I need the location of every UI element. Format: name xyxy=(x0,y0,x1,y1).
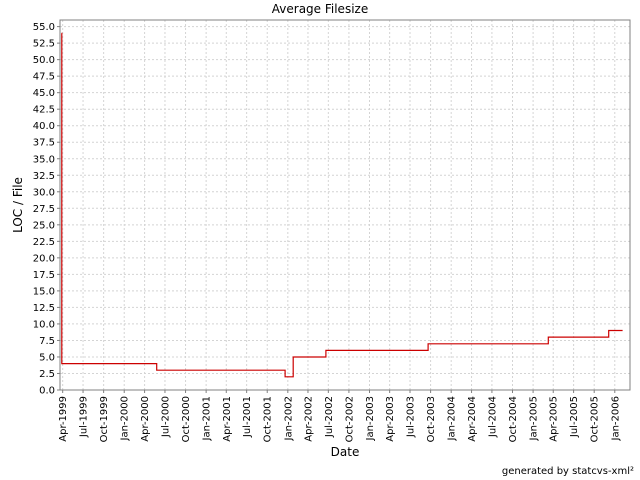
y-tick-label: 42.5 xyxy=(33,105,55,116)
y-tick-label: 5.0 xyxy=(39,352,55,363)
y-tick-label: 55.0 xyxy=(33,22,55,33)
x-tick-label: Jan-2005 xyxy=(529,396,540,441)
y-tick-label: 37.5 xyxy=(33,138,55,149)
x-tick-label: Jan-2004 xyxy=(447,396,458,441)
y-tick-label: 30.0 xyxy=(33,187,55,198)
x-tick-label: Jul-2002 xyxy=(324,396,335,438)
x-tick-label: Jul-2005 xyxy=(569,396,580,438)
x-tick-label: Oct-2001 xyxy=(263,396,274,442)
x-tick-label: Jul-2003 xyxy=(406,396,417,438)
y-tick-label: 40.0 xyxy=(33,121,55,132)
x-axis: Apr-1999 Jul-1999 Oct-1999 Jan-2000 Apr-2000… xyxy=(58,390,621,442)
y-tick-label: 15.0 xyxy=(33,286,55,297)
x-tick-label: Jul-2004 xyxy=(487,396,498,438)
y-tick-label: 10.0 xyxy=(33,319,55,330)
x-tick-label: Apr-2000 xyxy=(140,396,151,442)
y-tick-label: 20.0 xyxy=(33,253,55,264)
y-tick-label: 32.5 xyxy=(33,171,55,182)
y-tick-label: 47.5 xyxy=(33,72,55,83)
x-tick-label: Jul-1999 xyxy=(79,396,90,438)
plot-frame xyxy=(59,19,631,391)
y-axis-label: LOC / File xyxy=(11,177,25,233)
y-tick-label: 0.0 xyxy=(39,386,55,397)
series-line xyxy=(61,32,623,378)
y-tick-label: 12.5 xyxy=(33,303,55,314)
x-tick-label: Jul-2001 xyxy=(242,396,253,438)
x-tick-label: Apr-2002 xyxy=(303,396,314,442)
x-tick-label: Oct-2005 xyxy=(590,396,601,442)
y-tick-label: 52.5 xyxy=(33,39,55,50)
y-tick-label: 25.0 xyxy=(33,220,55,231)
x-axis-label: Date xyxy=(331,445,360,459)
footer-credit: generated by statcvs-xml² xyxy=(501,466,634,477)
y-tick-label: 22.5 xyxy=(33,237,55,248)
x-tick-label: Apr-2003 xyxy=(385,396,396,442)
x-tick-label: Jan-2001 xyxy=(202,396,213,441)
y-tick-label: 50.0 xyxy=(33,55,55,66)
chart-title: Average Filesize xyxy=(272,2,368,16)
y-axis: 0.0 2.5 5.0 7.5 10.0 12.5 15.0 17.5 20.0 22.5 25.0… xyxy=(33,22,60,397)
x-tick-label: Oct-2004 xyxy=(508,396,519,442)
x-tick-label: Jan-2006 xyxy=(610,396,621,441)
series-group xyxy=(61,32,623,378)
x-tick-label: Jan-2003 xyxy=(365,396,376,441)
x-tick-label: Jan-2000 xyxy=(120,396,131,441)
x-tick-label: Apr-2004 xyxy=(467,396,478,442)
x-tick-label: Jul-2000 xyxy=(160,396,171,438)
x-tick-label: Jan-2002 xyxy=(283,396,294,441)
x-tick-label: Apr-2005 xyxy=(549,396,560,442)
y-tick-label: 27.5 xyxy=(33,204,55,215)
y-tick-label: 35.0 xyxy=(33,154,55,165)
x-tick-label: Apr-1999 xyxy=(58,396,69,442)
x-tick-label: Oct-2002 xyxy=(344,396,355,442)
y-tick-label: 17.5 xyxy=(33,270,55,281)
y-tick-label: 7.5 xyxy=(39,336,55,347)
x-tick-label: Oct-1999 xyxy=(99,396,110,442)
x-tick-label: Apr-2001 xyxy=(222,396,233,442)
x-tick-label: Oct-2003 xyxy=(426,396,437,442)
y-tick-label: 2.5 xyxy=(39,369,55,380)
y-tick-label: 45.0 xyxy=(33,88,55,99)
x-tick-label: Oct-2000 xyxy=(181,396,192,442)
grid xyxy=(60,20,630,391)
